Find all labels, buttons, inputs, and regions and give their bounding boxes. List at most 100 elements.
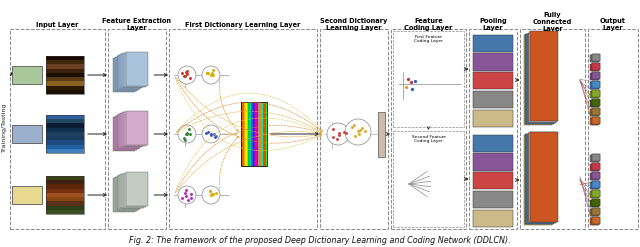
Bar	[591, 190, 600, 197]
Bar	[262, 102, 264, 166]
Bar	[113, 178, 135, 212]
Bar	[593, 54, 600, 61]
Bar	[530, 131, 558, 222]
Bar	[529, 132, 557, 222]
Bar	[591, 181, 600, 188]
Bar	[115, 116, 137, 150]
Circle shape	[202, 186, 220, 204]
Bar	[244, 102, 246, 166]
Bar	[590, 200, 598, 207]
Bar	[46, 140, 84, 144]
Bar	[46, 201, 84, 206]
Bar	[118, 175, 140, 209]
Bar	[524, 35, 552, 125]
Bar	[593, 190, 600, 197]
Bar	[525, 134, 553, 224]
Bar	[125, 52, 148, 86]
Circle shape	[202, 66, 220, 84]
Bar	[593, 90, 600, 97]
Bar	[261, 102, 263, 166]
Bar	[46, 77, 84, 81]
Bar	[248, 102, 250, 166]
FancyBboxPatch shape	[12, 125, 42, 143]
Circle shape	[178, 186, 196, 204]
Bar	[473, 91, 513, 108]
Bar	[593, 99, 600, 106]
Bar	[590, 64, 598, 71]
Bar	[169, 29, 317, 229]
Bar	[124, 53, 146, 87]
Bar	[391, 29, 466, 229]
Bar	[590, 155, 598, 162]
Bar	[591, 91, 599, 98]
Text: Fully
Connected
Layer: Fully Connected Layer	[533, 12, 572, 32]
Bar	[520, 29, 585, 229]
Bar	[46, 144, 84, 149]
Bar	[593, 117, 600, 124]
Bar	[241, 102, 267, 166]
Bar	[591, 73, 599, 80]
Bar	[124, 112, 146, 145]
Bar	[591, 173, 599, 180]
Text: Second Dictionary
Learning Layer: Second Dictionary Learning Layer	[320, 19, 388, 32]
Bar	[590, 218, 598, 225]
Bar	[264, 102, 266, 166]
Bar	[469, 29, 517, 229]
Bar	[593, 208, 600, 215]
Bar	[122, 54, 144, 87]
Text: Accordion: Accordion	[10, 73, 44, 78]
Bar	[591, 81, 600, 88]
Bar	[591, 217, 600, 224]
Bar	[46, 136, 84, 140]
Bar	[593, 108, 600, 115]
Bar	[46, 69, 84, 73]
Bar	[473, 191, 513, 208]
Bar	[590, 209, 598, 216]
Bar	[591, 218, 599, 225]
Bar	[393, 31, 464, 127]
Bar	[257, 102, 259, 166]
Bar	[46, 115, 84, 153]
Bar	[124, 173, 146, 206]
Bar	[125, 172, 148, 206]
Bar	[593, 81, 600, 88]
Bar	[473, 135, 513, 152]
Text: First Feature
Coding Layer: First Feature Coding Layer	[414, 35, 443, 43]
Text: Feature
Coding Layer: Feature Coding Layer	[404, 19, 452, 32]
Bar	[526, 134, 554, 224]
Bar	[245, 102, 247, 166]
Bar	[115, 57, 137, 91]
Text: Training/Testing: Training/Testing	[1, 102, 6, 152]
Circle shape	[327, 123, 349, 145]
Bar	[591, 118, 599, 124]
Bar	[591, 90, 600, 97]
Bar	[591, 72, 600, 79]
Bar	[120, 113, 142, 147]
Circle shape	[178, 66, 196, 84]
Bar	[46, 132, 84, 136]
Bar	[113, 117, 135, 151]
Bar	[524, 135, 552, 225]
Bar	[591, 182, 599, 189]
Bar	[527, 33, 556, 123]
Bar	[46, 81, 84, 85]
Bar	[46, 193, 84, 197]
Text: Second Feature
Coding Layer: Second Feature Coding Layer	[412, 135, 445, 143]
Bar	[590, 91, 598, 98]
Bar	[122, 173, 144, 207]
Bar	[473, 53, 513, 71]
Bar	[530, 32, 558, 122]
Bar	[591, 117, 600, 124]
Bar	[46, 176, 84, 180]
FancyBboxPatch shape	[12, 66, 42, 84]
Bar	[255, 102, 257, 166]
Bar	[590, 109, 598, 116]
Bar	[591, 82, 599, 89]
Bar	[46, 115, 84, 119]
Bar	[591, 155, 599, 162]
Bar	[473, 110, 513, 127]
Bar	[46, 64, 84, 69]
Text: Feature Extraction
Layer: Feature Extraction Layer	[102, 19, 172, 32]
Text: Barrel: Barrel	[17, 192, 37, 198]
Bar	[473, 35, 513, 52]
